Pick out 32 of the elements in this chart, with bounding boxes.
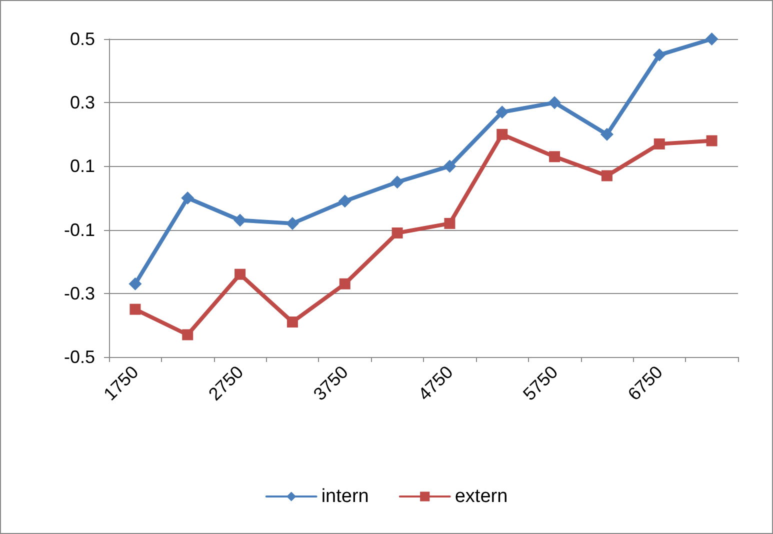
point [286,316,298,328]
point [181,192,194,204]
point [234,214,247,227]
point [444,218,456,229]
point [339,278,350,290]
y-tick-label: 0.5 [70,29,95,49]
point [286,216,299,230]
point [338,194,352,208]
y-tick-label: 0.1 [70,156,95,176]
point [496,128,508,140]
point [234,268,246,280]
point [182,329,194,340]
point [443,160,456,173]
point [130,304,141,315]
point [548,96,562,110]
point [654,138,665,150]
point [600,128,614,141]
point [705,32,718,46]
point [128,277,142,290]
point [549,151,560,162]
y-tick-label: -0.3 [64,283,95,304]
point [652,48,666,62]
legend-label: extern [454,486,508,507]
y-tick-label: -0.1 [64,220,95,240]
point [706,135,718,146]
point [496,106,509,119]
legend-label: intern [321,486,369,507]
point [392,227,403,238]
y-tick-label: -0.5 [64,347,95,367]
point [601,170,612,182]
y-tick-label: 0.3 [70,92,95,113]
point [390,176,404,189]
